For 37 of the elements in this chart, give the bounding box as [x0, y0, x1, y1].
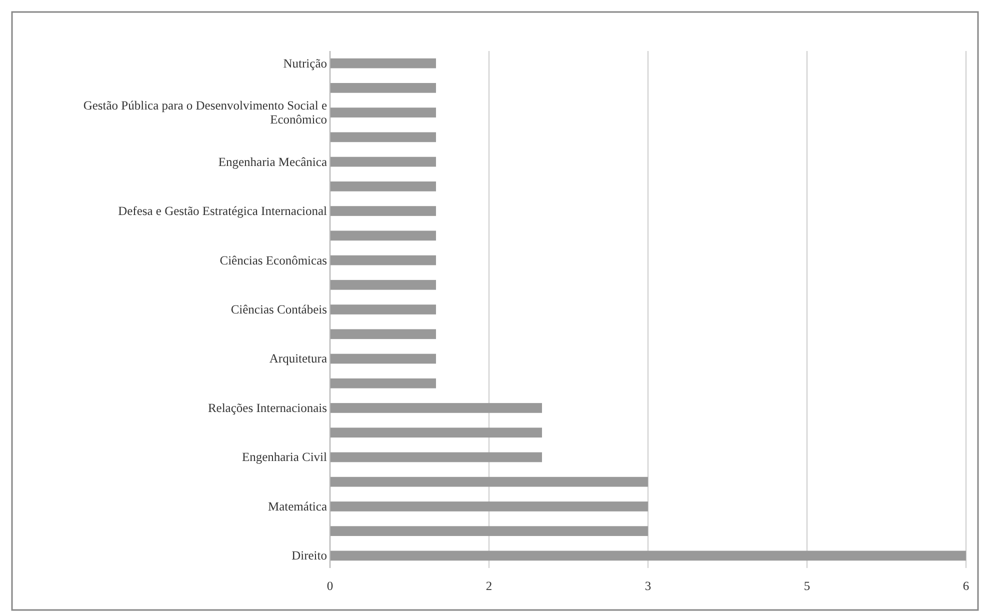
bar	[330, 230, 436, 241]
x-tick-label: 2	[486, 578, 492, 593]
bar	[330, 354, 436, 364]
y-tick-label: Gestão Pública para o Desenvolvimento Social e Econômico	[83, 98, 328, 126]
y-tick-label: Engenharia Mecânica	[218, 154, 328, 169]
bar	[330, 156, 436, 167]
y-tick-label: Nutrição	[283, 56, 327, 70]
y-tick-label: Relações Internacionais	[208, 400, 328, 415]
bar	[330, 476, 648, 487]
bar	[330, 329, 436, 340]
y-tick-label: Defesa e Gestão Estratégica Internacional	[118, 204, 328, 218]
bar	[330, 255, 436, 266]
bar	[330, 526, 648, 536]
y-tick-label: Matemática	[268, 499, 328, 514]
x-tick-label: 5	[804, 578, 810, 593]
bar	[330, 206, 436, 216]
y-tick-label: Ciências Econômicas	[220, 253, 328, 268]
bar	[330, 452, 542, 462]
y-tick-label: Arquitetura	[269, 352, 328, 366]
bar	[330, 378, 436, 388]
bar	[330, 132, 436, 142]
x-tick-label: 6	[962, 578, 970, 593]
bar	[330, 58, 436, 68]
bar	[330, 428, 542, 438]
x-tick-label: 0	[326, 578, 334, 593]
bar	[330, 304, 436, 314]
bar	[330, 280, 436, 290]
bar	[330, 403, 542, 413]
y-tick-label: Direito	[292, 548, 327, 563]
y-tick-label: Ciências Contábeis	[230, 302, 328, 316]
bar	[330, 550, 966, 561]
bar	[330, 108, 436, 118]
bar	[330, 502, 648, 512]
bar	[330, 181, 436, 192]
bar	[330, 83, 436, 93]
y-tick-label: Engenharia Civil	[242, 450, 328, 464]
x-tick-label: 3	[644, 578, 652, 593]
